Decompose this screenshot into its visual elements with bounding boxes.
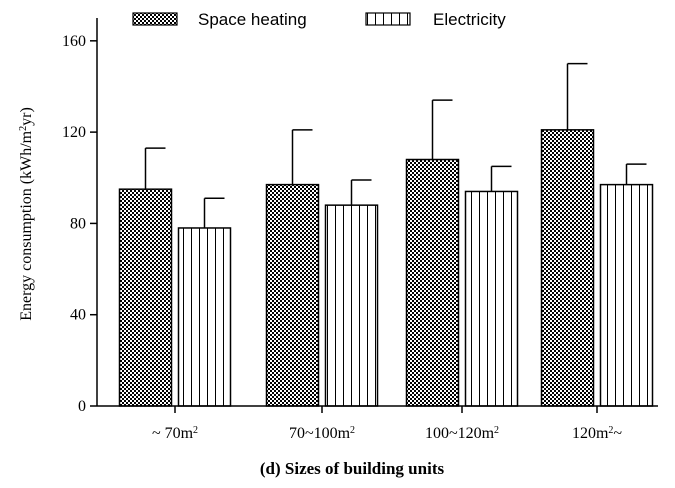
legend-swatch	[365, 12, 411, 26]
x-tick-label: 120m2~	[572, 425, 622, 443]
bar-electricity	[599, 183, 654, 407]
bar-space-heating	[540, 129, 595, 407]
legend-swatch	[132, 12, 178, 26]
axes: 0 40 80 120 160 ~ 70m2 70~100m2 100~120m2 120m2~	[62, 18, 658, 442]
legend: Space heating Electricity	[132, 10, 506, 29]
y-axis-label: Energy consumption (kWh/m2yr)	[18, 107, 36, 321]
y-tick-label: 80	[70, 215, 86, 232]
x-tick-label: ~ 70m2	[152, 425, 198, 443]
bar-space-heating	[405, 158, 460, 407]
x-axis-label: (d) Sizes of building units	[260, 459, 445, 478]
legend-label: Electricity	[433, 10, 506, 29]
bar-space-heating	[118, 188, 173, 407]
y-tick-label: 0	[78, 398, 86, 415]
plot-area	[118, 62, 654, 407]
y-tick-label: 120	[62, 124, 86, 141]
bar-electricity	[464, 190, 519, 407]
bar-electricity	[177, 227, 232, 407]
legend-label: Space heating	[198, 10, 307, 29]
bar-electricity	[324, 204, 379, 407]
x-tick-label: 70~100m2	[289, 425, 355, 443]
y-tick-label: 160	[62, 33, 86, 50]
y-tick-label: 40	[70, 307, 86, 324]
bar-space-heating	[265, 183, 320, 407]
x-tick-label: 100~120m2	[425, 425, 499, 443]
